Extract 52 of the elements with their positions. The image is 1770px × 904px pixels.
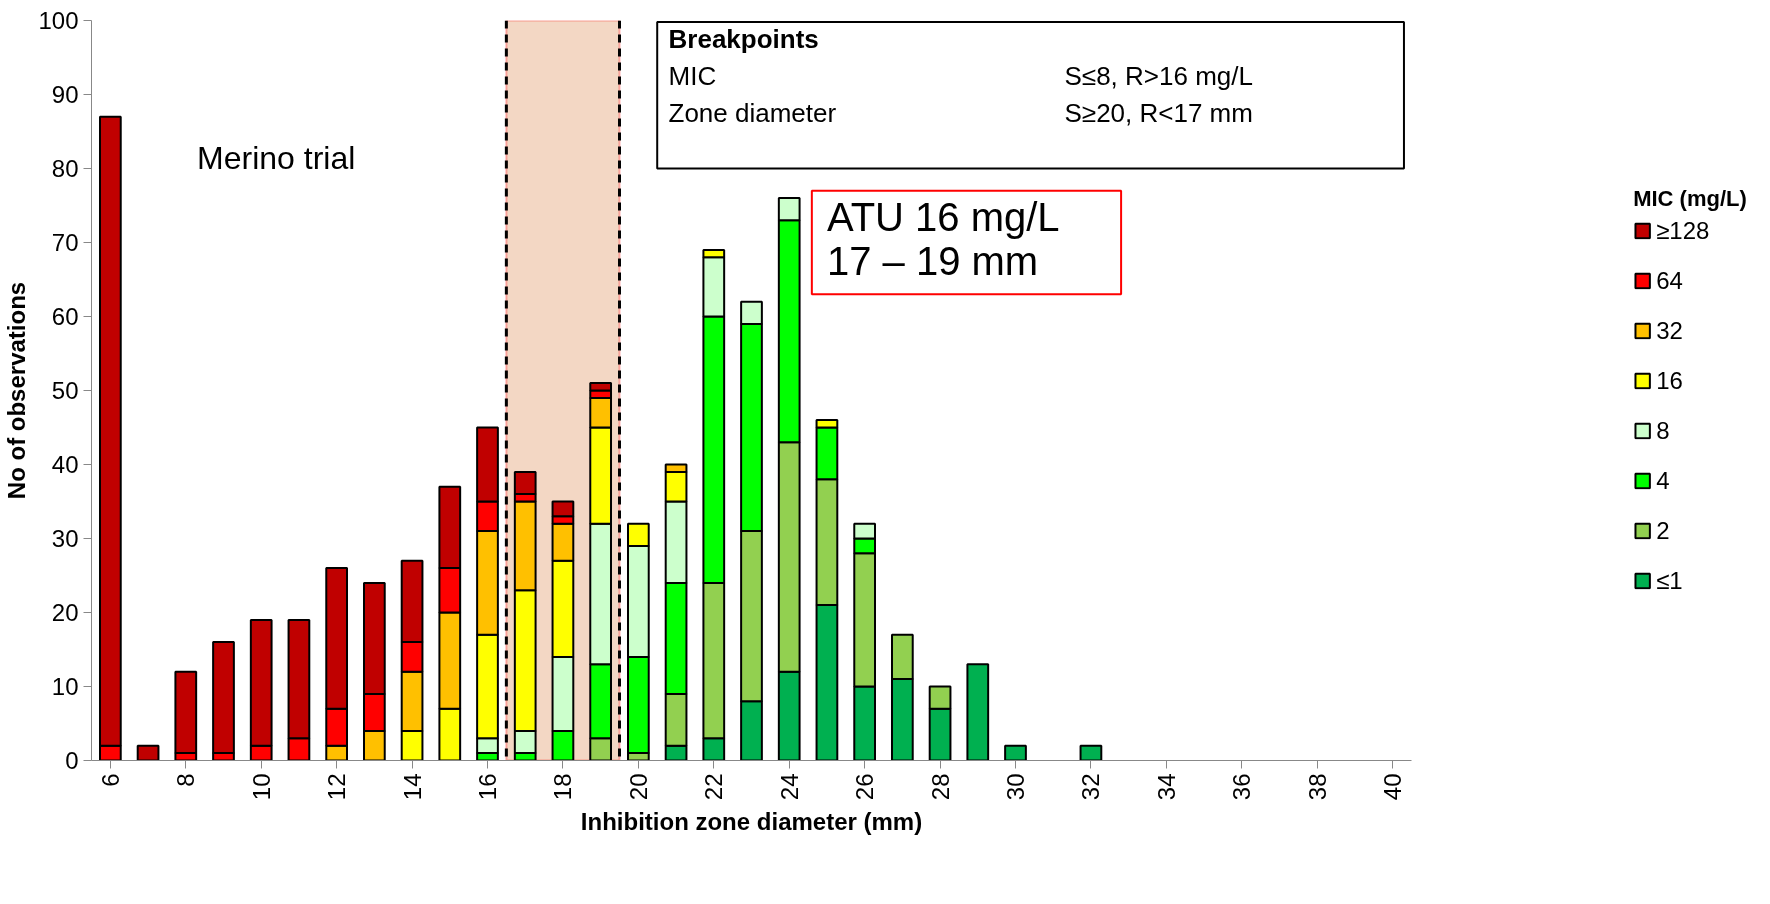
x-tick-label: 24 — [775, 773, 803, 801]
x-tick-label: 14 — [398, 773, 426, 801]
legend-label: 8 — [1656, 416, 1671, 445]
y-tick-label: 100 — [38, 7, 79, 34]
x-tick-label: 16 — [474, 773, 501, 801]
y-tick-label: 0 — [65, 747, 79, 774]
x-tick-label: 30 — [1002, 773, 1029, 801]
x-tick-label: 26 — [851, 773, 879, 801]
legend-title: MIC (mg/L) — [1633, 185, 1747, 212]
y-tick-label: 70 — [51, 229, 79, 256]
x-tick-label: 34 — [1152, 773, 1180, 801]
bar — [1079, 744, 1103, 761]
x-tick-label: 40 — [1379, 773, 1407, 801]
x-tick-label: 10 — [247, 773, 275, 801]
y-tick-label: 20 — [51, 599, 79, 626]
x-tick-label: 22 — [700, 773, 728, 801]
x-axis-title: Inhibition zone diameter (mm) — [580, 808, 923, 836]
y-tick-label: 90 — [51, 81, 79, 108]
legend-label: ≤1 — [1656, 566, 1683, 595]
y-tick-label: 50 — [51, 377, 79, 404]
legend-label: 32 — [1656, 316, 1683, 345]
annotation: MIC — [668, 60, 717, 91]
legend-label: 16 — [1656, 366, 1683, 395]
annotation: ATU 16 mg/L — [826, 194, 1060, 239]
annotation: S≥20, R<17 mm — [1064, 97, 1253, 128]
y-tick-label: 30 — [51, 525, 79, 552]
legend-label: ≥128 — [1656, 216, 1710, 245]
legend-label: 4 — [1656, 466, 1671, 495]
x-tick-label: 28 — [926, 773, 954, 801]
bar — [136, 744, 160, 761]
x-tick-label: 20 — [624, 773, 652, 801]
x-tick-label: 8 — [172, 773, 200, 787]
x-tick-label: 36 — [1228, 773, 1256, 801]
x-tick-label: 18 — [549, 773, 577, 801]
y-tick-label: 80 — [51, 155, 79, 182]
annotation: S≤8, R>16 mg/L — [1064, 60, 1253, 91]
y-axis-title: No of observations — [3, 281, 31, 500]
legend-label: 2 — [1656, 516, 1671, 545]
y-tick-label: 60 — [51, 303, 79, 330]
annotation: 17 – 19 mm — [826, 239, 1039, 284]
x-tick-label: 38 — [1303, 773, 1331, 801]
y-tick-label: 10 — [51, 673, 79, 700]
x-tick-label: 6 — [96, 773, 124, 787]
x-tick-label: 12 — [323, 773, 351, 801]
legend-label: 64 — [1656, 266, 1683, 295]
bar — [966, 663, 990, 761]
bar — [1004, 744, 1027, 761]
annotation: Zone diameter — [668, 97, 837, 128]
annotation: Merino trial — [197, 139, 356, 176]
annotation: Breakpoints — [668, 23, 819, 54]
y-tick-label: 40 — [51, 451, 79, 478]
x-tick-label: 32 — [1077, 773, 1105, 801]
